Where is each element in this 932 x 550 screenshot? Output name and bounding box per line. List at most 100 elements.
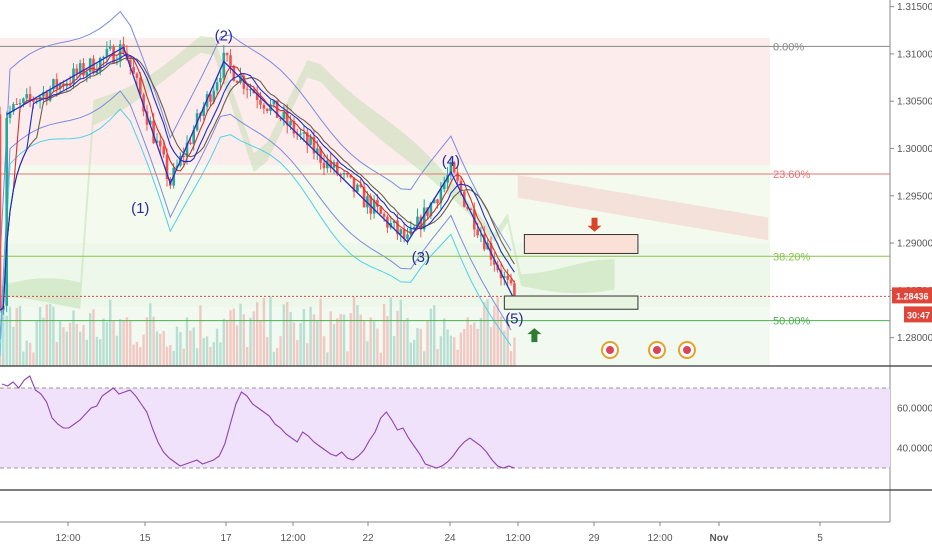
time-tick-label: 29: [588, 533, 600, 544]
countdown-tag: [904, 306, 932, 323]
candle-body: [48, 89, 52, 101]
volume-bar: [269, 296, 272, 366]
volume-bar: [453, 337, 456, 366]
candle-body: [483, 234, 486, 250]
volume-bar: [329, 311, 332, 366]
candle-body: [145, 111, 149, 125]
volume-bar: [219, 342, 222, 366]
volume-bar: [65, 331, 68, 366]
candle-body: [78, 63, 82, 74]
candle-body: [292, 120, 296, 134]
economic-events[interactable]: [601, 341, 696, 359]
candle-body: [329, 160, 332, 168]
volume-bar: [112, 321, 115, 366]
candle-body: [372, 199, 376, 214]
volume-bar: [312, 314, 316, 366]
candle-body: [45, 92, 49, 101]
volume-bar: [349, 313, 352, 366]
volume-bar: [322, 336, 326, 366]
moving-averages: [0, 52, 515, 311]
event-icon-dot: [683, 346, 691, 354]
candle-body: [245, 88, 249, 90]
event-icon-dot: [653, 346, 661, 354]
candle-body: [402, 229, 406, 239]
volume-bar: [459, 332, 463, 366]
candle-body: [319, 148, 322, 163]
volume-bar: [466, 317, 469, 366]
candle-body: [192, 130, 195, 144]
candle-body: [439, 188, 443, 204]
volume-bar: [89, 313, 92, 366]
candle-body: [306, 132, 309, 145]
candle-body: [289, 120, 292, 126]
volume-bar: [486, 299, 489, 366]
price-tick-label: 1.30500: [897, 97, 932, 108]
trade-zones[interactable]: [503, 234, 639, 310]
price-axis-background: [890, 0, 932, 550]
candle-body: [493, 259, 496, 265]
volume-bar: [42, 317, 45, 366]
candle-body: [346, 173, 349, 176]
volume-bar: [152, 316, 155, 366]
volume-bar: [296, 340, 299, 366]
candle-body: [369, 196, 372, 214]
candle-body: [479, 234, 483, 236]
candle-body: [259, 99, 262, 105]
candle-body: [65, 83, 69, 87]
candle-body: [108, 46, 112, 49]
volume-bar: [279, 336, 282, 366]
candle-body: [452, 162, 456, 173]
volume-bar: [379, 352, 382, 366]
wave-path[interactable]: [6, 46, 515, 301]
volume-bar: [396, 310, 399, 366]
volume-bar: [28, 342, 32, 366]
time-tick-label: 24: [444, 533, 456, 544]
volume-bar: [463, 328, 466, 366]
time-tick-label: 12:00: [280, 533, 305, 544]
candle-body: [189, 142, 192, 144]
volume-bar: [179, 332, 182, 366]
volume-bar: [446, 329, 449, 366]
volume-bar: [242, 314, 245, 366]
candle-body: [232, 65, 236, 81]
volume-bar: [85, 339, 88, 366]
candle-body: [25, 94, 28, 99]
volume-bar: [172, 350, 175, 366]
candle-body: [229, 55, 232, 66]
candle-body: [509, 279, 513, 284]
volume-bar: [372, 321, 376, 366]
volume-bar: [125, 317, 129, 366]
volume-bar: [443, 318, 446, 366]
candle-body: [316, 148, 319, 154]
volume-bar: [249, 317, 252, 366]
fib-label: 38.20%: [773, 251, 811, 263]
rsi-line: [1, 375, 515, 469]
bollinger-bands: [0, 10, 512, 357]
candle-body: [98, 58, 102, 72]
sell-zone[interactable]: [523, 234, 639, 254]
candle-body: [459, 180, 463, 192]
volume-bar: [439, 336, 443, 366]
candle-body: [149, 120, 152, 125]
volume-bar: [366, 341, 369, 366]
time-axis[interactable]: 12:00 15 17 12:00 22 24 12:00 29 12:00 Nov 5: [55, 522, 823, 544]
ichimoku-cloud-area: [0, 36, 615, 309]
candle-body: [75, 68, 79, 74]
volume-bar: [35, 320, 38, 366]
volume-bar: [205, 336, 209, 366]
volume-bar: [433, 305, 436, 366]
rsi-pane: 60.0000 40.0000: [0, 375, 932, 469]
time-tick-label: 17: [220, 533, 232, 544]
volume-bar: [142, 334, 145, 366]
volume-bar: [392, 336, 396, 366]
ma-fast: [0, 52, 515, 311]
buy-zone[interactable]: [503, 295, 639, 310]
candle-body: [22, 98, 25, 103]
candle-body: [476, 229, 479, 236]
volume-bar: [506, 317, 509, 366]
candle-body: [409, 228, 413, 235]
candle-body: [275, 100, 279, 118]
upper-band: [0, 10, 512, 261]
candle-body: [12, 104, 15, 112]
